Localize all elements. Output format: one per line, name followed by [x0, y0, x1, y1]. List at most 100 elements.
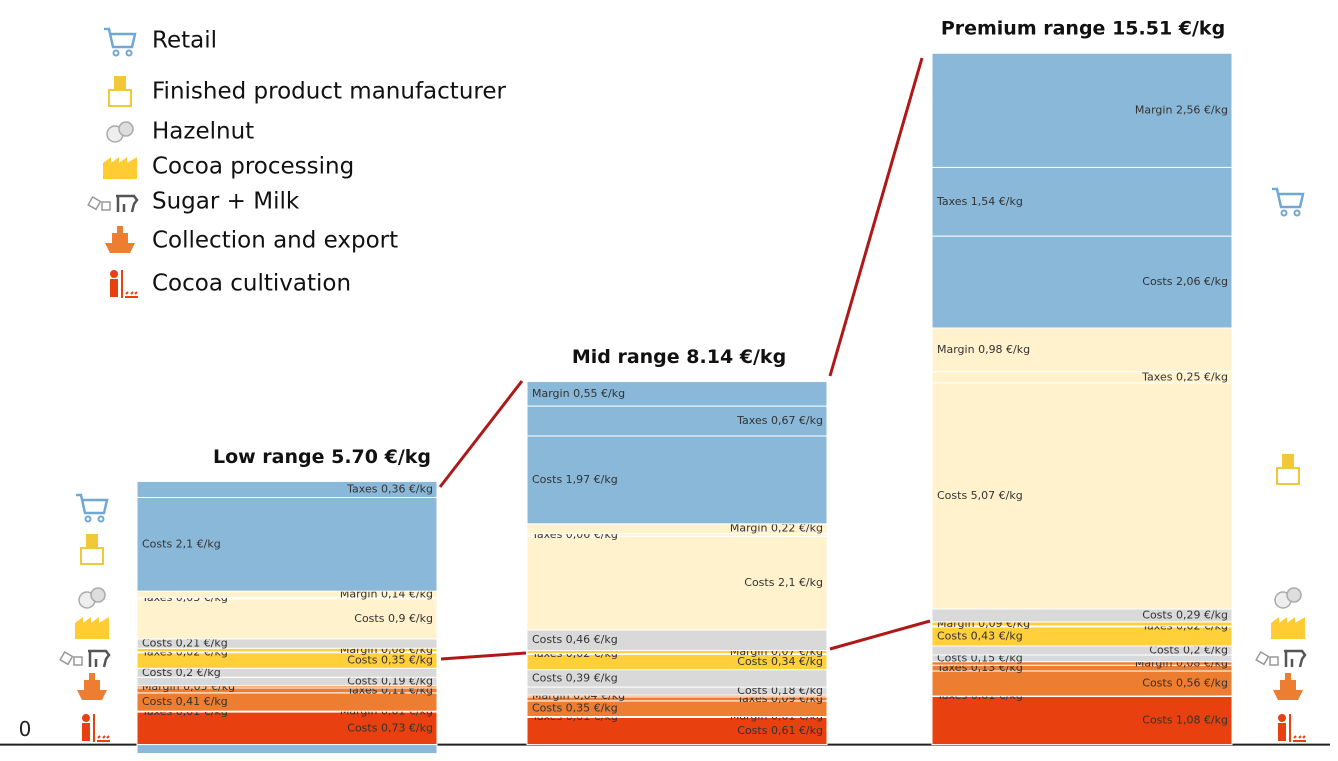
segment-label: Costs 0,29 €/kg [1142, 608, 1228, 621]
icon-shape [1271, 617, 1305, 639]
segment-label: Taxes 1,54 €/kg [936, 195, 1023, 208]
icon-shape [103, 157, 137, 179]
icon-shape [105, 243, 135, 253]
bar-segment [931, 166, 1233, 237]
segment-label: Costs 0,2 €/kg [1149, 643, 1228, 656]
icon-shape [86, 534, 98, 548]
bar-segment [136, 598, 438, 640]
bar-segment [931, 670, 1233, 697]
icon [76, 493, 109, 523]
icon-shape [112, 49, 120, 57]
bar-title: Mid range 8.14 €/kg [572, 346, 786, 368]
icon-shape [1255, 651, 1270, 666]
legend-label: Sugar + Milk [152, 189, 300, 215]
segment-label: Costs 0,56 €/kg [1142, 677, 1228, 690]
bar-title: Low range 5.70 €/kg [213, 446, 431, 468]
bar-segment [931, 695, 1233, 746]
icon [110, 270, 138, 298]
legend-label: Retail [152, 28, 217, 54]
segment-label: Costs 0,73 €/kg [347, 721, 433, 734]
bar-segment [136, 711, 438, 746]
segment-label: Costs 2,1 €/kg [744, 576, 823, 589]
segment-label: Costs 2,1 €/kg [142, 537, 221, 550]
icon-shape [101, 201, 111, 211]
bar-segment [526, 435, 828, 525]
icon-shape [110, 279, 118, 297]
segment-label: Taxes 0,25 €/kg [1141, 370, 1228, 383]
segment-label: Margin 0,98 €/kg [937, 343, 1030, 356]
legend-label: Hazelnut [152, 119, 254, 145]
icon-shape [1284, 649, 1307, 668]
icon-shape [76, 493, 109, 515]
icon-shape [125, 291, 138, 298]
icon [1271, 617, 1305, 639]
icon-shape [125, 49, 133, 57]
segment-label: Margin 0,55 €/kg [532, 387, 625, 400]
connector [829, 619, 931, 651]
connector [440, 651, 527, 661]
icon-shape [110, 270, 118, 278]
legend-label: Cocoa processing [152, 154, 354, 180]
connector [438, 380, 524, 488]
icon [77, 673, 107, 700]
segment-label: Costs 2,06 €/kg [1142, 275, 1228, 288]
icon-shape [97, 515, 105, 523]
icon-shape [73, 656, 83, 666]
bar-segment [136, 480, 438, 499]
segment-label: Costs 0,35 €/kg [532, 702, 618, 715]
legend-label: Finished product manufacturer [152, 79, 506, 105]
icon-shape [118, 121, 134, 137]
bar-segment [931, 235, 1233, 329]
icon-shape [116, 194, 139, 213]
icon [1278, 714, 1306, 742]
segment-label: Costs 0,2 €/kg [142, 666, 221, 679]
icon-shape [1278, 723, 1286, 741]
icon [105, 226, 135, 253]
icon-shape [117, 226, 123, 233]
bar-segment [931, 52, 1233, 168]
icon-shape [1285, 673, 1291, 680]
y-tick-label: 0 [19, 717, 32, 741]
legend-label: Cocoa cultivation [152, 271, 351, 297]
icon-shape [1293, 209, 1301, 217]
icon-shape [108, 89, 132, 107]
segment-label: Costs 5,07 €/kg [937, 489, 1023, 502]
icon-shape [97, 735, 110, 742]
icon [106, 121, 134, 143]
icon-shape [1272, 187, 1305, 209]
icon [103, 157, 137, 179]
icon-shape [75, 617, 109, 639]
icon [108, 76, 132, 107]
segment-label: Taxes 0,67 €/kg [736, 414, 823, 427]
icon-shape [1280, 680, 1296, 690]
segment-label: Costs 1,08 €/kg [1142, 714, 1228, 727]
icon [59, 649, 111, 668]
bar-segment [136, 497, 438, 592]
segment-label: Costs 0,39 €/kg [532, 671, 618, 684]
icon-shape [1286, 587, 1302, 603]
icon [104, 27, 137, 57]
icon-shape [77, 690, 107, 700]
bar-segment [526, 716, 828, 746]
icon-shape [1282, 454, 1294, 468]
icon-shape [112, 233, 128, 243]
bar-title: Premium range 15.51 €/kg [941, 18, 1225, 40]
bar-segment [136, 744, 438, 755]
icon [1274, 587, 1302, 609]
segment-label: Taxes 0,36 €/kg [346, 482, 433, 495]
segment-label: Costs 0,34 €/kg [737, 655, 823, 668]
icon [1273, 673, 1303, 700]
segment-label: Margin 2,56 €/kg [1135, 103, 1228, 116]
icon-shape [1273, 690, 1303, 700]
icon-shape [82, 714, 90, 722]
icon [82, 714, 110, 742]
icon-shape [1280, 209, 1288, 217]
icon-shape [80, 547, 104, 565]
segment-label: Costs 0,21 €/kg [142, 637, 228, 650]
segment-label: Costs 0,35 €/kg [347, 654, 433, 667]
icon-shape [89, 673, 95, 680]
segment-label: Costs 0,61 €/kg [737, 724, 823, 737]
icon-shape [88, 649, 111, 668]
connector [828, 57, 924, 377]
icon-shape [114, 76, 126, 90]
